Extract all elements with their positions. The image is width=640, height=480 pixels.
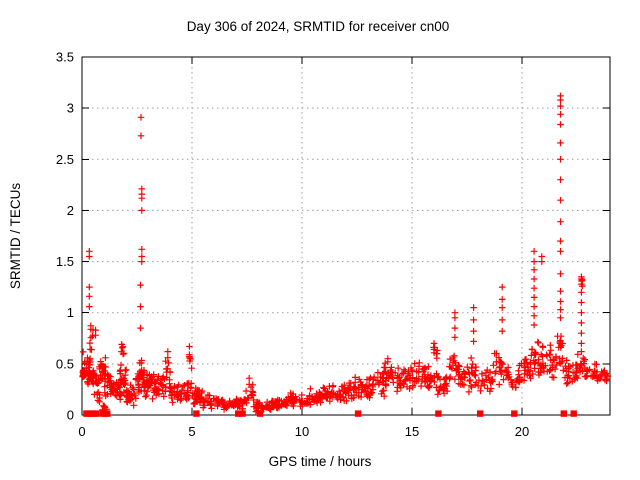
x-tick-labels: 0 5 10 15 20 — [78, 424, 529, 439]
x-axis-label: GPS time / hours — [269, 454, 372, 469]
x-tick-label: 0 — [78, 424, 85, 439]
x-tick-label: 20 — [515, 424, 529, 439]
y-tick-label: 2 — [67, 203, 74, 218]
y-tick-label: 1.5 — [56, 254, 74, 269]
x-tick-label: 10 — [295, 424, 309, 439]
zero-flag-square — [239, 410, 246, 417]
scatter-points-path — [79, 92, 612, 415]
scatter-points — [79, 92, 612, 415]
x-tick-label: 15 — [405, 424, 419, 439]
zero-flag-markers — [83, 410, 577, 417]
zero-flag-square — [435, 410, 442, 417]
zero-flag-square — [560, 410, 567, 417]
y-axis-label: SRMTID / TECUs — [8, 183, 23, 290]
y-tick-label: 3.5 — [56, 50, 74, 65]
y-tick-label: 0 — [67, 408, 74, 423]
x-tick-label: 5 — [188, 424, 195, 439]
zero-flag-square — [93, 410, 100, 417]
zero-flag-square — [104, 410, 111, 417]
zero-flag-square — [235, 410, 242, 417]
zero-flag-square — [511, 410, 518, 417]
y-tick-labels: 0 0.5 1 1.5 2 2.5 3 3.5 — [56, 50, 74, 423]
y-tick-label: 3 — [67, 101, 74, 116]
y-tick-label: 2.5 — [56, 152, 74, 167]
zero-flag-square — [193, 410, 200, 417]
y-tick-label: 0.5 — [56, 356, 74, 371]
zero-flag-square — [477, 410, 484, 417]
zero-flag-square — [570, 410, 577, 417]
y-tick-label: 1 — [67, 305, 74, 320]
zero-flag-square — [354, 410, 362, 417]
zero-flag-square — [257, 410, 264, 417]
chart-title: Day 306 of 2024, SRMTID for receiver cn0… — [187, 19, 450, 34]
border-rect — [81, 56, 611, 416]
plot-border — [81, 56, 611, 416]
